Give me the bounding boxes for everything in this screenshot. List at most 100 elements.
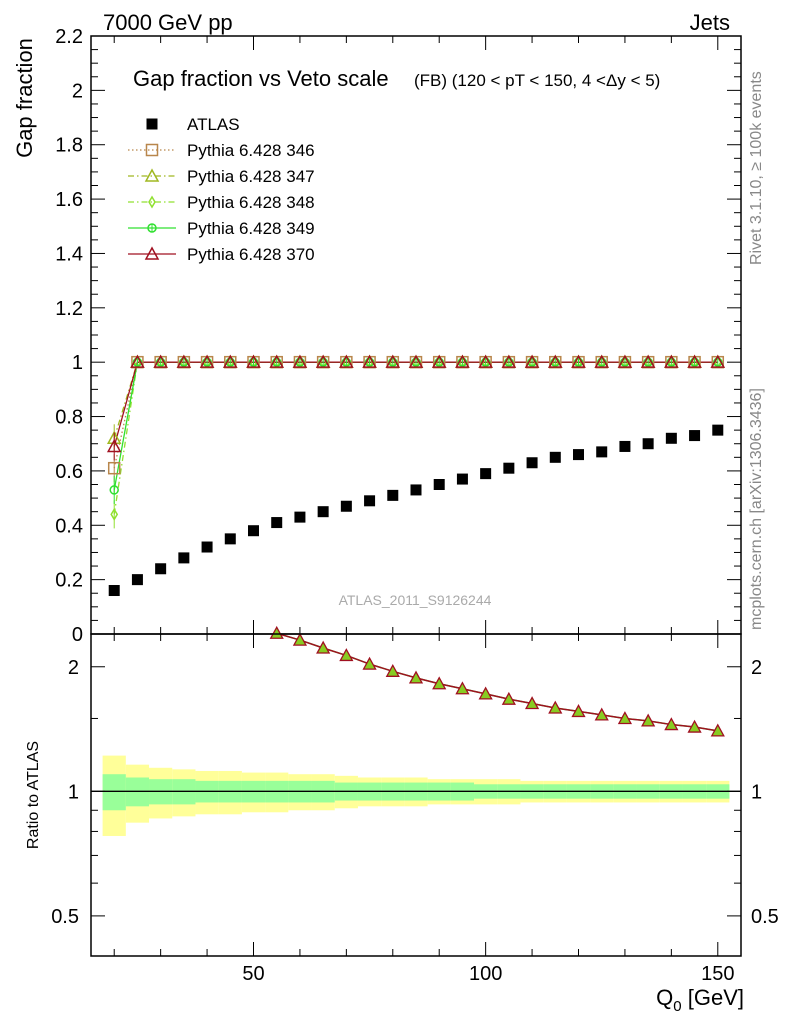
atlas-data-point <box>387 489 399 501</box>
ratio-point <box>316 640 331 654</box>
ratio-point <box>710 723 725 737</box>
x-tick-label: 150 <box>701 963 734 985</box>
atlas-data-point <box>410 484 422 496</box>
series-point-4 <box>548 354 563 368</box>
atlas-data-point <box>456 473 468 485</box>
series-point-4 <box>223 354 238 368</box>
atlas-data-point <box>480 468 492 480</box>
series-line-1 <box>113 361 718 439</box>
atlas-data-point <box>131 574 143 586</box>
atlas-data-point <box>573 449 584 461</box>
atlas-data-point <box>271 517 283 529</box>
ratio-line-370 <box>276 632 718 732</box>
ratio-point <box>269 625 284 639</box>
legend-label: Pythia 6.428 370 <box>187 245 315 264</box>
main-y-tick-label: 1.4 <box>55 243 83 265</box>
ratio-plot-frame <box>90 633 742 957</box>
main-y-tick-label: 0.6 <box>55 461 83 483</box>
atlas-data-point <box>596 446 608 458</box>
main-y-tick-label: 1 <box>72 352 83 374</box>
ratio-point <box>478 686 493 700</box>
series-point-4 <box>710 354 726 368</box>
analysis-label: ATLAS_2011_S9126244 <box>339 592 492 608</box>
main-y-tick-label: 1.8 <box>55 135 83 157</box>
ratio-y-tick-label: 0.5 <box>51 906 79 928</box>
ratio-point <box>408 670 424 684</box>
series-point-4 <box>431 354 447 368</box>
uncertainty-band-inner <box>102 774 126 811</box>
series-point-4 <box>455 354 470 368</box>
series-line-3 <box>113 361 718 491</box>
mcplots-label: mcplots.cern.ch [arXiv:1306.3436] <box>748 388 765 630</box>
plot-subtitle: (FB) (120 < pT < 150, 4 <Δy < 5) <box>414 71 660 90</box>
atlas-data-point <box>549 451 561 463</box>
atlas-data-point <box>689 430 701 442</box>
ratio-point <box>292 632 308 646</box>
series-point-4 <box>315 354 331 368</box>
legend-marker <box>146 118 158 130</box>
ratio-point <box>455 681 470 695</box>
ratio-point <box>617 711 633 725</box>
plot-title: Gap fraction vs Veto scale <box>133 66 389 91</box>
header-right-label: Jets <box>690 10 730 35</box>
series-point-4 <box>501 354 517 368</box>
main-y-tick-label: 1.6 <box>55 189 83 211</box>
series-point-4 <box>106 438 122 453</box>
series-point-4 <box>571 354 586 368</box>
legend-marker <box>145 143 159 157</box>
series-point-4 <box>617 354 633 368</box>
main-y-tick-label: 2.2 <box>55 26 83 48</box>
series-point-4 <box>478 354 493 368</box>
ratio-panel: Ratio to ATLAS 0.5 0.5 1 1 2 2 50 100 150 <box>25 625 779 985</box>
ratio-y-tick-label: 1 <box>68 781 79 803</box>
main-y-tick-label: 0 <box>72 624 83 646</box>
series-point-4 <box>594 354 609 368</box>
legend-marker <box>144 168 160 182</box>
atlas-data-point <box>178 552 190 564</box>
series-point-2 <box>110 507 119 521</box>
atlas-data-point <box>294 511 306 523</box>
ratio-point <box>664 717 679 731</box>
atlas-data-point <box>526 457 538 469</box>
ratio-y-tick-label-right: 1 <box>751 781 762 803</box>
main-y-tick-label: 0.4 <box>55 515 83 537</box>
series-point-4 <box>153 354 168 368</box>
series-point-4 <box>640 354 656 368</box>
ratio-point <box>362 656 377 670</box>
legend-label: Pythia 6.428 347 <box>187 167 315 186</box>
legend-label: Pythia 6.428 348 <box>187 193 315 212</box>
series-line-0 <box>113 361 718 469</box>
atlas-data-point <box>155 563 167 575</box>
ratio-point <box>548 700 563 714</box>
atlas-data-point <box>224 533 236 545</box>
ratio-line-349 <box>276 632 718 732</box>
legend-marker <box>148 195 156 209</box>
header-left-label: 7000 GeV pp <box>103 10 233 35</box>
main-y-tick-label: 1.2 <box>55 298 83 320</box>
legend-label: Pythia 6.428 349 <box>187 219 315 238</box>
series-point-4 <box>524 354 540 368</box>
atlas-data-point <box>712 424 724 436</box>
main-y-axis-label: Gap fraction <box>12 38 37 158</box>
series-line-4 <box>113 361 718 447</box>
atlas-data-point <box>317 506 329 518</box>
ratio-point <box>501 691 516 705</box>
legend: ATLAS Pythia 6.428 346 Pythia 6.428 347 Pyt… <box>128 115 315 264</box>
x-tick-label: 100 <box>469 963 502 985</box>
atlas-data-point <box>201 541 213 553</box>
atlas-data-point <box>364 495 376 507</box>
ratio-point <box>641 713 656 727</box>
series-point-4 <box>176 354 192 368</box>
series-point-4 <box>130 354 145 368</box>
series-point-0 <box>107 461 121 475</box>
atlas-data-point <box>433 479 445 490</box>
series-point-4 <box>664 354 679 368</box>
x-tick-label: 50 <box>242 963 264 985</box>
main-y-tick-label: 0.8 <box>55 407 83 429</box>
ratio-point <box>339 648 354 662</box>
atlas-data-point <box>248 525 259 537</box>
atlas-data-point <box>642 438 654 450</box>
main-y-tick-label: 2 <box>72 80 83 102</box>
atlas-data-point <box>503 462 515 474</box>
atlas-data-point <box>619 440 631 452</box>
